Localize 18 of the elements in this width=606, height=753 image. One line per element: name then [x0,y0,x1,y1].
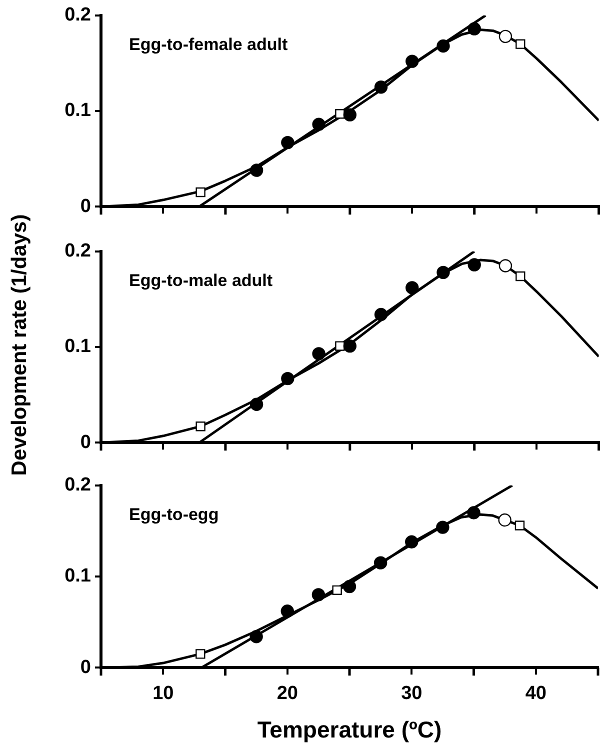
y-tick-label: 0 [80,196,91,217]
y-tick-label: 0.1 [64,566,92,587]
y-tick-label: 0.2 [64,474,91,496]
annotation: Egg-to-male adult [129,271,273,290]
x-tick-label: 40 [525,683,546,704]
y-tick-label: 0.2 [64,4,91,26]
y-tick-label: 0 [80,432,91,453]
y-tick-label: 0.1 [64,336,92,358]
y-tick-label: 0.1 [64,100,92,122]
y-tick-label: 0 [80,656,91,678]
x-tick-label: 30 [401,683,422,704]
y-tick-label: 0.2 [64,240,91,262]
y-axis-title: Development rate (1/days) [8,214,32,476]
x-tick-label: 20 [276,683,298,704]
annotation: Egg-to-female adult [129,35,288,54]
x-axis-title: Temperature (ºC) [257,716,442,743]
x-tick-label: 10 [152,683,174,704]
annotation: Egg-to-egg [129,505,219,524]
